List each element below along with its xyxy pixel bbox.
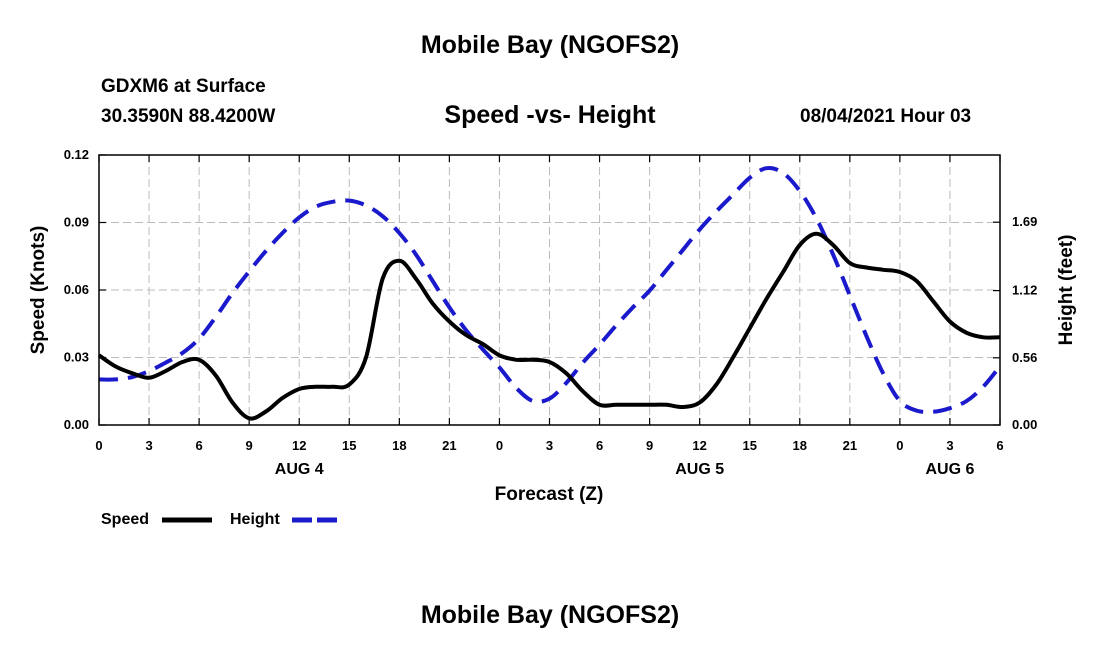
x-tick-label: 9 <box>246 438 253 453</box>
page-title: Mobile Bay (NGOFS2) <box>420 31 680 59</box>
x-tick-label: 21 <box>843 438 857 453</box>
day-label: AUG 6 <box>925 461 974 478</box>
x-tick-label: 18 <box>392 438 406 453</box>
forecast-datetime: 08/04/2021 Hour 03 <box>800 106 972 127</box>
x-tick-label: 6 <box>195 438 202 453</box>
station-label: GDXM6 at Surface <box>101 76 266 97</box>
x-tick-label: 15 <box>342 438 356 453</box>
legend: Speed Height <box>101 511 342 528</box>
x-tick-label: 3 <box>145 438 152 453</box>
y-tick-label-left: 0.03 <box>64 350 89 365</box>
y-tick-label-left: 0.00 <box>64 417 89 432</box>
y-tick-label-right: 1.69 <box>1012 214 1037 229</box>
x-tick-label: 3 <box>546 438 553 453</box>
x-tick-label: 3 <box>946 438 953 453</box>
series-line-height <box>98 166 1002 415</box>
x-tick-label: 0 <box>95 438 102 453</box>
x-tick-label: 12 <box>292 438 306 453</box>
series-line-speed <box>97 231 1001 421</box>
x-tick-label: 0 <box>496 438 503 453</box>
y-tick-label-right: 1.12 <box>1012 283 1037 298</box>
y-tick-label-right: 0.00 <box>1012 417 1037 432</box>
footer-title: Mobile Bay (NGOFS2) <box>420 601 680 629</box>
x-tick-label: 0 <box>896 438 903 453</box>
chart-subtitle: Speed -vs- Height <box>444 101 656 129</box>
y-tick-label-left: 0.06 <box>64 282 89 297</box>
x-tick-label: 21 <box>442 438 456 453</box>
y-tick-label-left: 0.12 <box>64 147 89 162</box>
y-tick-label-left: 0.09 <box>64 215 89 230</box>
x-tick-label: 6 <box>996 438 1003 453</box>
x-tick-label: 9 <box>646 438 653 453</box>
x-tick-label: 12 <box>692 438 706 453</box>
x-tick-label: 15 <box>742 438 756 453</box>
x-tick-label: 18 <box>793 438 807 453</box>
y-axis-label-left: Speed (Knots) <box>28 226 49 355</box>
plot-frame <box>98 154 1001 426</box>
x-tick-label: 6 <box>596 438 603 453</box>
legend-label-height: Height <box>230 511 280 528</box>
day-label: AUG 5 <box>675 461 724 478</box>
y-axis-label-right: Height (feet) <box>1056 235 1077 346</box>
day-label: AUG 4 <box>275 461 324 478</box>
station-coords: 30.3590N 88.4200W <box>101 106 276 127</box>
legend-label-speed: Speed <box>101 511 149 528</box>
y-tick-label-right: 0.56 <box>1012 350 1037 365</box>
x-axis-label: Forecast (Z) <box>495 484 604 505</box>
